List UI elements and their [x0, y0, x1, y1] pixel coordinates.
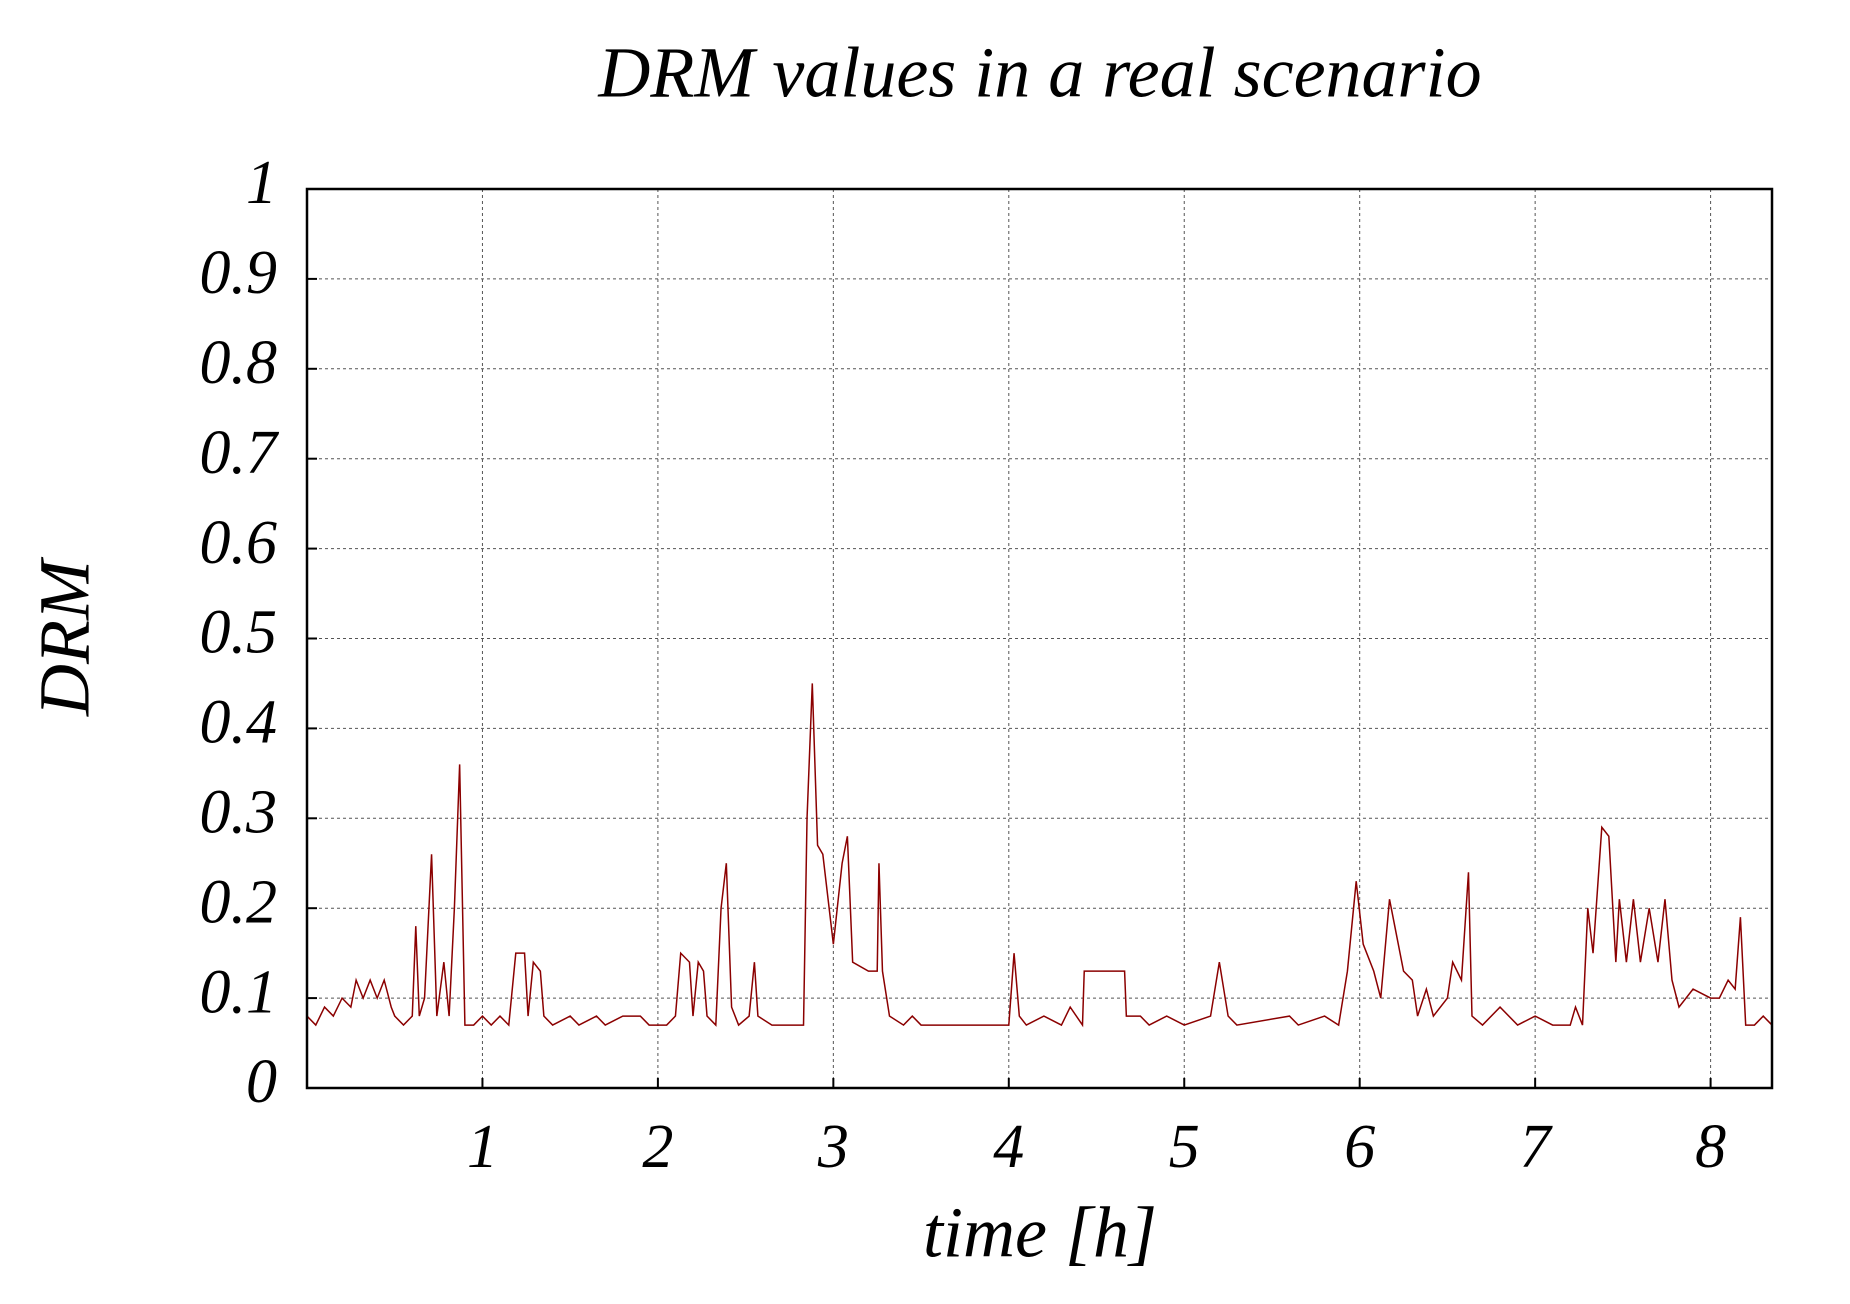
y-tick-label: 0.7	[200, 419, 281, 487]
x-tick-label: 2	[642, 1113, 673, 1181]
y-tick-label: 0.5	[200, 599, 278, 667]
y-tick-label: 0.3	[200, 779, 278, 847]
y-tick-label: 0	[246, 1048, 277, 1116]
y-tick-label: 0.1	[200, 958, 278, 1026]
x-tick-label: 8	[1695, 1113, 1726, 1181]
y-tick-label: 0.4	[200, 689, 278, 757]
y-tick-label: 0.6	[200, 509, 278, 577]
x-tick-label: 5	[1169, 1113, 1200, 1181]
x-tick-label: 1	[467, 1113, 498, 1181]
data-line	[306, 683, 1773, 1028]
chart-title: DRM values in a real scenario	[597, 33, 1481, 113]
y-axis-label: DRM	[25, 556, 105, 717]
y-tick-label: 1	[246, 149, 277, 217]
x-axis-label: time [h]	[923, 1193, 1157, 1273]
y-tick-label: 0.9	[200, 239, 278, 307]
y-tick-label: 0.2	[200, 868, 278, 936]
y-tick-label: 0.8	[200, 329, 278, 397]
x-tick-label: 3	[817, 1113, 849, 1181]
x-tick-label: 6	[1344, 1113, 1375, 1181]
x-tick-label: 4	[993, 1113, 1024, 1181]
x-tick-label: 7	[1520, 1113, 1554, 1181]
plot-frame	[305, 187, 1774, 1090]
